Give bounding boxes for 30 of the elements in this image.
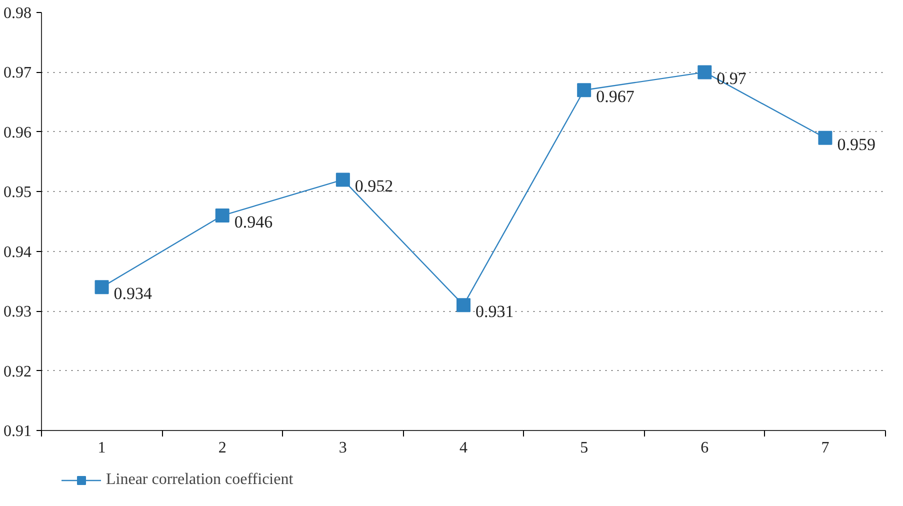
x-tick-label: 2 [218, 440, 226, 456]
point [818, 130, 832, 145]
y-tick-label: 0.98 [4, 5, 32, 22]
point [698, 65, 712, 80]
data-label: 0.931 [476, 302, 514, 322]
x-tick-label: 7 [821, 440, 830, 456]
y-tick-label: 0.91 [4, 423, 32, 440]
point [456, 298, 470, 312]
point [336, 172, 350, 187]
point [94, 280, 109, 294]
y-tick-label: 0.97 [4, 64, 32, 82]
y-tick-label: 0.93 [4, 304, 32, 321]
data-label: 0.97 [716, 69, 747, 88]
y-tick-label: 0.96 [4, 124, 32, 142]
point [577, 83, 592, 98]
x-tick-label: 5 [580, 440, 588, 456]
y-tick-label: 0.95 [4, 184, 32, 202]
data-label: 0.952 [354, 176, 394, 196]
data-label: 0.946 [234, 212, 273, 232]
x-tick-label: 4 [460, 440, 468, 456]
x-tick-label: 1 [98, 440, 106, 456]
x-tick-label: 3 [338, 440, 347, 456]
data-label: 0.934 [114, 284, 153, 304]
y-tick-label: 0.92 [4, 363, 32, 380]
y-tick-label: 0.94 [4, 244, 32, 261]
point [215, 208, 230, 223]
x-tick-label: 6 [700, 440, 709, 456]
data-label: 0.967 [596, 87, 635, 106]
legend-label: Linear correlation coefficient [106, 471, 294, 489]
data-label: 0.959 [837, 134, 876, 154]
